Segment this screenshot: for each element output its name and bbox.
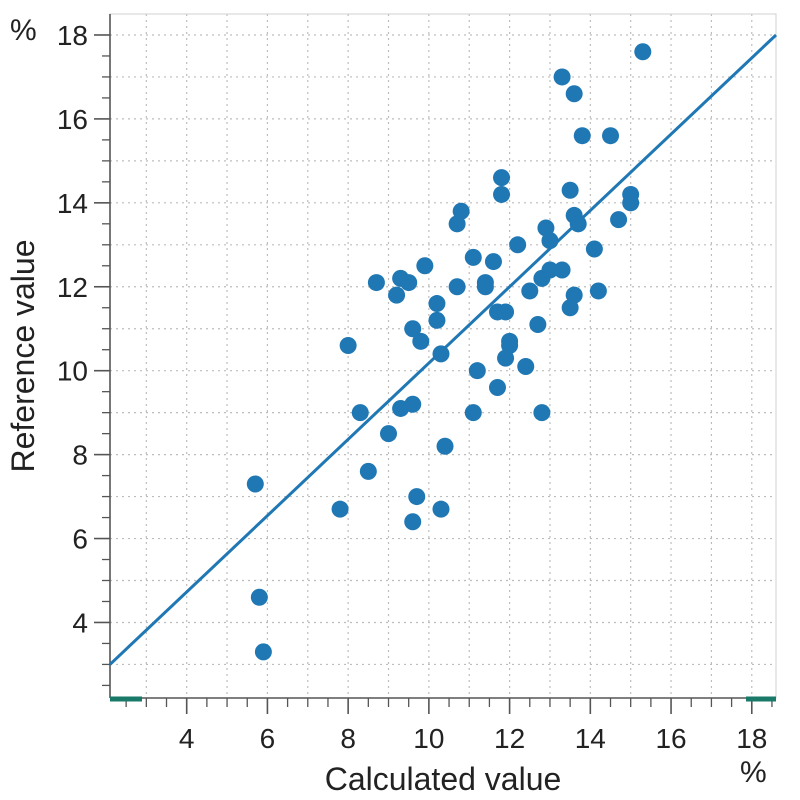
data-point xyxy=(367,274,385,292)
data-point xyxy=(339,337,357,355)
data-point xyxy=(380,425,398,443)
data-point xyxy=(493,169,511,187)
data-point xyxy=(452,202,470,220)
data-point xyxy=(602,127,620,145)
x-axis-title: Calculated value xyxy=(325,761,562,797)
data-point xyxy=(359,462,377,480)
y-tick-label: 8 xyxy=(72,440,88,471)
data-point xyxy=(428,311,446,329)
data-point xyxy=(501,332,519,350)
y-axis-unit: % xyxy=(10,14,37,47)
x-tick-label: 4 xyxy=(179,723,195,754)
y-axis-title: Reference value xyxy=(5,239,41,472)
data-point xyxy=(541,261,559,279)
data-point xyxy=(517,357,535,375)
data-point xyxy=(250,588,268,606)
data-point xyxy=(400,274,418,292)
grid xyxy=(110,14,776,698)
data-point xyxy=(476,278,494,296)
data-point xyxy=(404,320,422,338)
data-point xyxy=(521,282,539,300)
x-tick-label: 14 xyxy=(575,723,606,754)
y-tick-label: 18 xyxy=(57,20,88,51)
data-point xyxy=(388,286,406,304)
data-point xyxy=(610,211,628,229)
data-point xyxy=(484,253,502,271)
data-point xyxy=(468,362,486,380)
data-point xyxy=(448,278,466,296)
data-point xyxy=(565,85,583,103)
data-point xyxy=(553,261,571,279)
data-point xyxy=(412,332,430,350)
data-point xyxy=(634,43,652,61)
y-tick-label: 10 xyxy=(57,356,88,387)
x-tick-label: 8 xyxy=(340,723,356,754)
x-tick-label: 12 xyxy=(494,723,525,754)
data-point xyxy=(561,181,579,199)
data-point xyxy=(529,316,547,334)
data-point xyxy=(246,475,264,493)
data-point xyxy=(331,500,349,518)
y-tick-label: 4 xyxy=(72,607,88,638)
data-point xyxy=(493,185,511,203)
axes xyxy=(94,13,777,714)
data-point xyxy=(533,404,551,422)
x-tick-label: 16 xyxy=(655,723,686,754)
data-point xyxy=(464,404,482,422)
data-point xyxy=(436,437,454,455)
y-tick-label: 6 xyxy=(72,524,88,555)
data-point xyxy=(408,488,426,506)
data-point xyxy=(432,345,450,363)
data-point xyxy=(404,395,422,413)
data-points xyxy=(246,43,652,661)
data-point xyxy=(488,378,506,396)
y-tick-label: 12 xyxy=(57,272,88,303)
x-tick-label: 6 xyxy=(260,723,276,754)
x-tick-label: 10 xyxy=(413,723,444,754)
data-point xyxy=(573,127,591,145)
data-point xyxy=(569,215,587,233)
data-point xyxy=(432,500,450,518)
data-point xyxy=(565,286,583,304)
data-point xyxy=(497,303,515,321)
data-point xyxy=(464,248,482,266)
data-point xyxy=(585,240,603,258)
data-point xyxy=(589,282,607,300)
data-point xyxy=(428,295,446,313)
data-point xyxy=(404,513,422,531)
x-axis-unit: % xyxy=(740,756,767,789)
data-point xyxy=(509,236,527,254)
y-tick-label: 16 xyxy=(57,104,88,135)
data-point xyxy=(351,404,369,422)
data-point xyxy=(553,68,571,86)
data-point xyxy=(622,194,640,212)
y-tick-label: 14 xyxy=(57,188,88,219)
data-point xyxy=(416,257,434,275)
x-tick-label: 18 xyxy=(736,723,767,754)
data-point xyxy=(254,643,272,661)
tick-labels: 4 6 8 10 12 14 16 18 4 6 8 10 12 14 16 18 xyxy=(57,20,768,754)
data-point xyxy=(541,232,559,250)
